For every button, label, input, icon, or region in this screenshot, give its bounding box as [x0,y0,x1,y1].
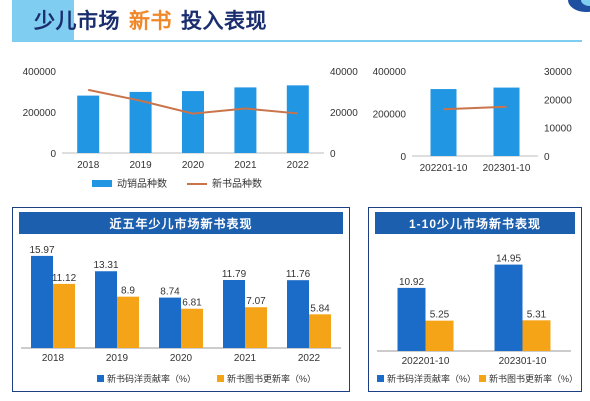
chart-jan-oct-rates: 10.92 5.25 202201-10 14.95 5.31 202301-10 新书码洋… [369,236,581,391]
x-tick-label: 202201-10 [420,163,468,173]
legend-label: 新书图书更新率（%） [489,373,578,384]
bar [182,91,204,153]
x-tick-label: 2018 [77,160,100,171]
bar [431,89,457,156]
y-right-tick-label: 20000 [330,108,358,119]
data-label: 15.97 [29,245,54,256]
data-label: 11.76 [286,269,311,280]
panel-five-year: 近五年少儿市场新书表现 15.97 11.12 2018 13.31 8.9 2019 8.… [12,207,350,392]
panel-jan-oct-title: 1-10少儿市场新书表现 [375,212,575,234]
bar [53,284,75,348]
x-tick-label: 202201-10 [402,356,450,367]
bar [245,307,267,348]
y-left-tick-label: 200000 [23,108,57,119]
bar [494,88,520,156]
chart-jan-oct-titles: 0 200000 400000 0 10000 20000 30000 202201-10 20… [362,58,584,173]
data-label: 10.92 [399,277,424,288]
legend-swatch [217,375,224,382]
data-label: 7.07 [246,296,266,307]
x-tick-label: 202301-10 [499,356,547,367]
data-label: 8.74 [160,287,180,298]
data-label: 14.95 [496,254,521,265]
panel-five-year-title: 近五年少儿市场新书表现 [19,212,343,234]
bar [287,280,309,348]
panel-jan-oct: 1-10少儿市场新书表现 10.92 5.25 202201-10 14.95 5.31… [368,207,582,392]
bar [495,265,523,351]
bar [398,288,426,351]
y-left-tick-label: 0 [400,152,406,163]
legend-label: 动销品种数 [117,177,167,190]
data-label: 11.79 [222,269,247,280]
x-tick-label: 2020 [170,353,193,364]
x-tick-label: 2021 [234,353,257,364]
data-label: 5.84 [310,303,330,314]
bar [223,280,245,348]
logo-icon [556,0,590,22]
chart-five-year-rates: 15.97 11.12 2018 13.31 8.9 2019 8.746.81 2020 11… [13,236,349,391]
data-label: 6.81 [182,298,202,309]
bar [77,96,99,153]
data-label: 11.12 [52,273,77,284]
x-tick-label: 2019 [106,353,129,364]
bar [159,298,181,348]
y-left-tick-label: 400000 [373,67,407,78]
x-tick-label: 2019 [129,160,152,171]
y-right-tick-label: 0 [330,149,336,160]
bar [234,87,256,153]
bar [309,314,331,348]
bar [31,256,53,348]
bar [287,85,309,153]
bar [95,271,117,348]
x-tick-label: 2022 [287,160,310,171]
y-left-tick-label: 200000 [373,110,407,121]
x-tick-label: 2018 [42,353,65,364]
chart-annual-titles: 0 200000 400000 0 20000 40000 2018 2019 2020 2021… [0,58,370,198]
bar [117,297,139,348]
x-tick-label: 2020 [182,160,205,171]
legend-label: 新书码洋贡献率（%） [387,373,476,384]
y-right-tick-label: 40000 [330,67,358,78]
x-tick-label: 2021 [234,160,257,171]
legend-swatch [377,375,384,382]
data-label: 8.9 [121,286,135,297]
y-right-tick-label: 30000 [544,67,572,78]
page-title: 少儿市场 新书 投入表现 [34,4,267,36]
data-label: 5.31 [527,309,547,320]
title-part-market: 少儿市场 [34,5,120,35]
y-right-tick-label: 10000 [544,124,572,135]
legend-swatch [92,180,112,187]
bar [523,320,551,351]
legend-label: 新书码洋贡献率（%） [107,373,196,384]
legend-label: 新书图书更新率（%） [227,373,316,384]
legend-swatch [97,375,104,382]
title-part-newbooks: 新书 [129,5,172,35]
bar [426,321,454,351]
y-left-tick-label: 400000 [23,67,57,78]
x-tick-label: 2022 [298,353,321,364]
title-rule [12,40,582,42]
data-label: 5.25 [430,310,450,321]
title-part-performance: 投入表现 [181,5,267,35]
x-tick-label: 202301-10 [483,163,531,173]
bar [181,309,203,348]
y-right-tick-label: 20000 [544,95,572,106]
y-right-tick-label: 0 [544,152,550,163]
y-left-tick-label: 0 [50,149,56,160]
legend-swatch [479,375,486,382]
data-label: 13.31 [93,260,118,271]
legend-label: 新书品种数 [212,177,262,190]
